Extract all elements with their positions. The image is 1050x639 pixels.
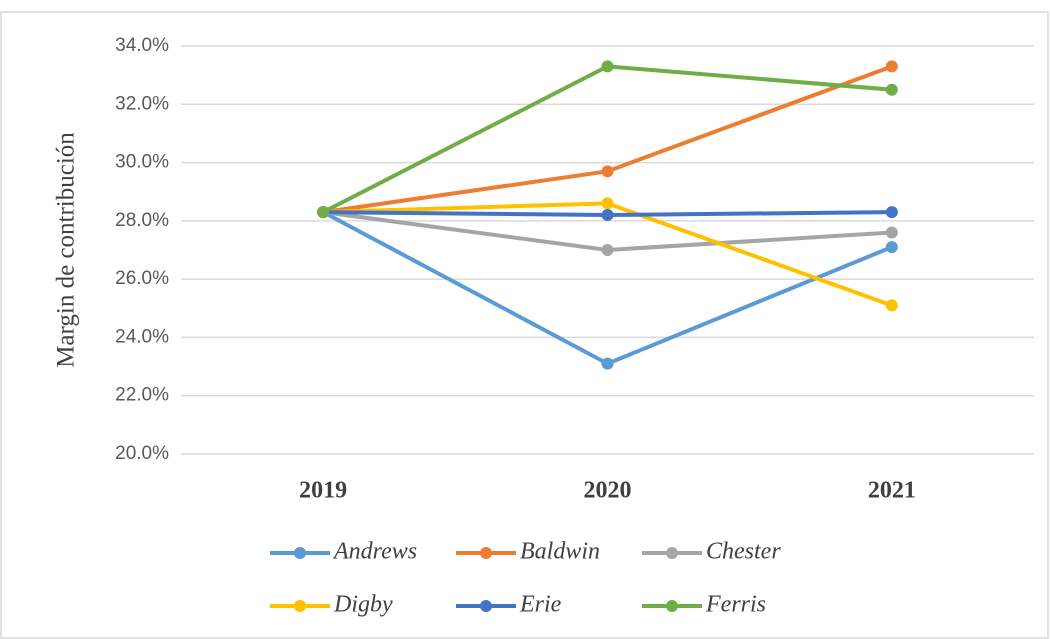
data-point bbox=[885, 299, 898, 312]
y-tick-label: 32.0% bbox=[115, 93, 169, 114]
y-tick-label: 34.0% bbox=[115, 35, 169, 56]
y-tick-label: 22.0% bbox=[115, 385, 169, 406]
y-tick-label: 30.0% bbox=[115, 152, 169, 173]
y-tick-label: 24.0% bbox=[115, 326, 169, 347]
data-point bbox=[601, 209, 614, 222]
data-point bbox=[885, 226, 898, 239]
legend-label: Baldwin bbox=[520, 539, 600, 565]
x-tick-label: 2020 bbox=[584, 478, 632, 504]
legend-label: Digby bbox=[333, 592, 393, 618]
data-point bbox=[601, 244, 614, 256]
data-point bbox=[885, 206, 898, 219]
legend-label: Andrews bbox=[332, 539, 417, 565]
legend-marker bbox=[666, 547, 678, 559]
data-point bbox=[601, 197, 614, 210]
data-point bbox=[317, 206, 330, 219]
y-tick-label: 28.0% bbox=[115, 210, 169, 231]
y-tick-label: 20.0% bbox=[115, 443, 169, 464]
legend-marker bbox=[480, 547, 492, 559]
chart-frame bbox=[0, 11, 1049, 639]
legend-marker bbox=[294, 547, 306, 559]
legend-label: Erie bbox=[519, 592, 562, 618]
legend-label: Chester bbox=[706, 539, 781, 565]
x-tick-label: 2019 bbox=[299, 478, 347, 504]
data-point bbox=[601, 165, 614, 178]
x-tick-label: 2021 bbox=[868, 478, 916, 504]
data-point bbox=[601, 60, 614, 73]
legend-label: Ferris bbox=[705, 592, 766, 618]
data-point bbox=[885, 241, 898, 254]
legend-marker bbox=[666, 600, 678, 612]
data-point bbox=[885, 83, 898, 96]
y-axis-label: Margin de contribución bbox=[53, 132, 80, 368]
data-point bbox=[885, 60, 898, 73]
legend-marker bbox=[294, 600, 306, 612]
y-tick-label: 26.0% bbox=[115, 268, 169, 289]
legend-marker bbox=[480, 600, 492, 612]
data-point bbox=[601, 357, 614, 370]
